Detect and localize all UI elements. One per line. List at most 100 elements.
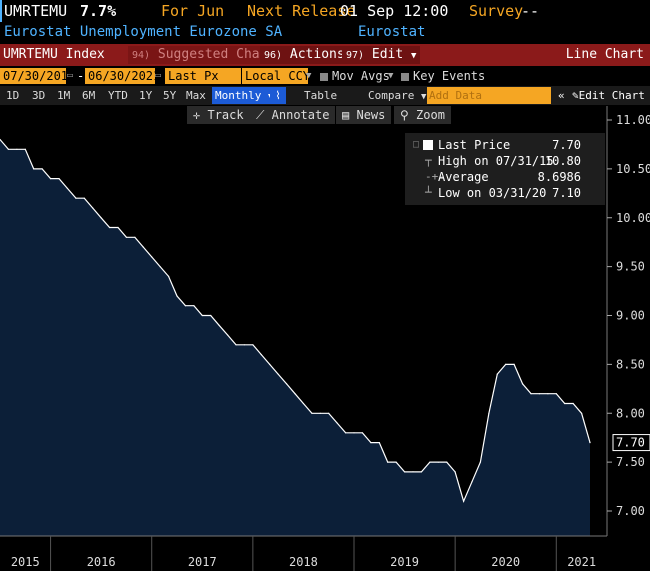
collapse-icon[interactable]: « xyxy=(558,89,565,102)
ticker-accent xyxy=(0,0,2,22)
data-point xyxy=(269,363,271,365)
table-button[interactable]: Table xyxy=(304,89,338,102)
last-value-label: 7.70 xyxy=(616,436,645,450)
legend-last-price[interactable]: □ Last Price 7.70 xyxy=(405,137,605,153)
y-tick-label: 10.50 xyxy=(616,162,650,176)
data-point xyxy=(488,412,490,414)
legend-high: ┬ High on 07/31/15 10.80 xyxy=(405,153,605,169)
period-5y[interactable]: 5Y xyxy=(163,89,177,102)
field-select[interactable]: Last Px xyxy=(165,68,241,84)
x-tick-label: 2021 xyxy=(567,555,596,569)
data-point xyxy=(437,461,439,463)
legend-high-value: 10.80 xyxy=(544,154,581,168)
legend-low-value: 7.10 xyxy=(552,186,581,200)
actions-label: Actions xyxy=(289,47,345,62)
checkbox-icon xyxy=(320,72,328,81)
data-point xyxy=(319,412,321,414)
add-data-input[interactable]: Add Data xyxy=(427,87,551,104)
survey-label: Survey xyxy=(469,2,524,20)
frequency-select[interactable]: Monthly ▼ xyxy=(212,87,277,104)
x-tick-label: 2018 xyxy=(289,555,318,569)
settings-bar: 07/30/2015 ▭ - 06/30/2021 ▭ Last Px Loca… xyxy=(0,67,650,85)
y-tick-label: 11.00 xyxy=(616,113,650,127)
data-point xyxy=(581,412,583,414)
average-marker-icon: -+- xyxy=(425,170,445,183)
data-point xyxy=(353,432,355,434)
end-date-field[interactable]: 06/30/2021 xyxy=(85,68,160,84)
series-area xyxy=(0,139,590,536)
edit-num: 97) xyxy=(346,50,365,61)
period-1m[interactable]: 1M xyxy=(57,89,71,102)
data-point xyxy=(463,500,465,502)
chevron-down-icon[interactable]: ▼ xyxy=(388,71,394,81)
period-ytd[interactable]: YTD xyxy=(108,89,128,102)
index-label[interactable]: UMRTEMU Index xyxy=(3,47,105,62)
news-tool[interactable]: ▤ News xyxy=(336,106,392,124)
data-point xyxy=(311,412,313,414)
track-tool[interactable]: ✛ Track xyxy=(187,106,250,124)
data-point xyxy=(286,383,288,385)
data-point xyxy=(420,471,422,473)
actions-button[interactable]: 96) Actions ▼ xyxy=(260,46,362,64)
data-point xyxy=(243,344,245,346)
edit-button[interactable]: 97) Edit ▼ xyxy=(342,46,421,64)
annotate-tool[interactable]: ⟋ Annotate xyxy=(250,106,336,124)
news-icon: ▤ xyxy=(342,108,350,122)
data-point xyxy=(496,373,498,375)
period-1d[interactable]: 1D xyxy=(6,89,20,102)
edit-label: Edit xyxy=(371,47,404,62)
data-point xyxy=(66,187,68,189)
zoom-label: Zoom xyxy=(416,108,445,122)
chevron-down-icon: ▼ xyxy=(411,51,417,61)
data-point xyxy=(429,461,431,463)
mov-avgs-toggle[interactable]: Mov Avgs xyxy=(320,67,390,85)
header-bar: UMRTEMU 7.7% For Jun Next Release 01 Sep… xyxy=(0,0,650,22)
y-tick-label: 9.50 xyxy=(616,260,645,274)
data-point xyxy=(479,461,481,463)
period-3d[interactable]: 3D xyxy=(32,89,46,102)
period-1y[interactable]: 1Y xyxy=(139,89,153,102)
currency-select[interactable]: Local CCY xyxy=(242,68,310,84)
data-point xyxy=(168,275,170,277)
data-point xyxy=(328,412,330,414)
zoom-tool[interactable]: ⚲ Zoom xyxy=(394,106,451,124)
start-date-field[interactable]: 07/30/2015 xyxy=(0,68,75,84)
data-point xyxy=(83,197,85,199)
key-events-toggle[interactable]: Key Events xyxy=(401,67,485,85)
series-description: Eurostat Unemployment Eurozone SA xyxy=(4,24,283,40)
data-point xyxy=(125,236,127,238)
data-point xyxy=(454,471,456,473)
data-point xyxy=(572,402,574,405)
description-bar: Eurostat Unemployment Eurozone SA Eurost… xyxy=(0,22,650,42)
pencil-icon: ✎ xyxy=(572,89,579,102)
ticker-symbol[interactable]: UMRTEMU xyxy=(4,0,68,22)
chevron-down-icon: ▼ xyxy=(420,92,427,102)
edit-chart-button[interactable]: ✎Edit Chart xyxy=(572,87,645,104)
frequency-label: Monthly xyxy=(215,89,262,102)
news-label: News xyxy=(356,108,386,122)
data-point xyxy=(522,383,524,385)
data-point xyxy=(302,402,304,405)
data-point xyxy=(134,236,136,238)
compare-select[interactable]: Compare ▼ xyxy=(368,87,426,104)
data-point xyxy=(201,314,203,317)
data-point xyxy=(345,432,347,434)
data-point xyxy=(92,207,94,209)
data-point xyxy=(395,461,397,463)
data-point xyxy=(446,461,448,463)
calendar-icon[interactable]: ▭ xyxy=(155,70,162,81)
calendar-icon[interactable]: ▭ xyxy=(67,70,74,81)
chevron-down-icon[interactable]: ▼ xyxy=(306,71,312,81)
legend-average: -+- Average 8.6986 xyxy=(405,169,605,185)
period-max[interactable]: Max xyxy=(186,89,206,102)
data-point xyxy=(378,442,380,444)
data-point xyxy=(412,471,414,473)
suggested-charts-button[interactable]: 94) Suggested Charts xyxy=(128,46,288,64)
y-tick-label: 9.00 xyxy=(616,309,645,323)
data-point xyxy=(0,138,1,141)
y-tick-label: 10.00 xyxy=(616,211,650,225)
y-tick-label: 7.00 xyxy=(616,504,645,518)
period-6m[interactable]: 6M xyxy=(82,89,96,102)
line-chart-icon[interactable]: ⌇ xyxy=(270,87,286,104)
legend-swatch xyxy=(423,140,433,150)
